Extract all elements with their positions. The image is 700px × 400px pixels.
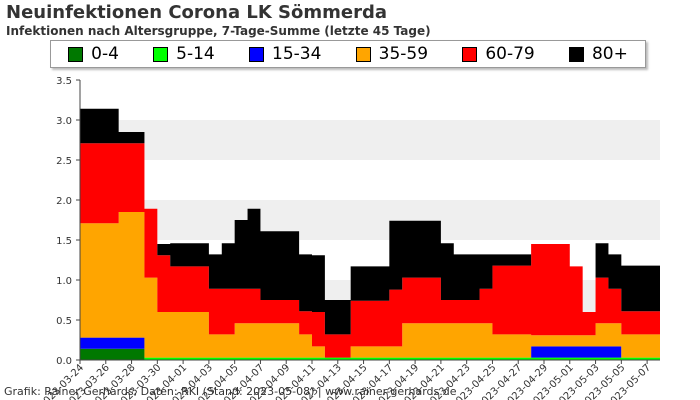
- legend-swatch: [568, 46, 584, 62]
- series-area-35-59: [80, 212, 660, 358]
- legend-swatch: [249, 46, 264, 62]
- legend-label: 35-59: [378, 44, 429, 64]
- legend-swatch: [153, 46, 169, 62]
- series-area-60-79: [80, 143, 660, 358]
- legend-label: 0-4: [91, 44, 119, 64]
- grid-band: [80, 120, 660, 160]
- series-area-0-4: [80, 348, 660, 360]
- y-tick-label: 2.0: [56, 196, 72, 207]
- legend-swatch: [462, 46, 478, 62]
- legend-item-60-79: 60-79: [462, 44, 535, 64]
- y-tick-label: 0.0: [56, 356, 72, 367]
- y-tick-label: 1.0: [56, 276, 72, 287]
- legend-label: 60-79: [485, 44, 535, 64]
- chart-title: Neuinfektionen Corona LK Sömmerda: [6, 2, 388, 23]
- legend-label: 5-14: [176, 44, 215, 64]
- grid-band: [80, 80, 660, 120]
- legend: 0-4 5-14 15-34 35-59 60-79 80+: [50, 40, 646, 68]
- series-area-15-34: [80, 337, 660, 358]
- series-area-5-14: [80, 348, 660, 360]
- axes: [79, 80, 660, 361]
- y-tick-label: 3.0: [56, 116, 72, 127]
- legend-label: 15-34: [272, 44, 322, 64]
- legend-swatch: [355, 46, 371, 62]
- legend-item-5-14: 5-14: [153, 44, 215, 64]
- chart-subtitle: Infektionen nach Altersgruppe, 7-Tage-Su…: [6, 24, 431, 38]
- legend-swatch: [68, 46, 84, 62]
- credit-text: Grafik: Rainer Gerhards, Daten: RKI (Sta…: [4, 385, 457, 398]
- grid-band: [80, 200, 660, 240]
- y-tick-label: 0.5: [56, 316, 72, 327]
- legend-item-15-34: 15-34: [249, 44, 321, 64]
- legend-item-0-4: 0-4: [68, 44, 119, 64]
- grid-band: [80, 160, 660, 200]
- y-axis-ticks: 0.0 0.5 1.0 1.5 2.0 2.5 3.0 3.5: [56, 76, 80, 367]
- legend-label: 80+: [591, 44, 628, 64]
- series-area-80+: [80, 108, 660, 335]
- series-areas: [80, 108, 660, 360]
- y-tick-label: 1.5: [56, 236, 72, 247]
- y-tick-label: 2.5: [56, 156, 72, 167]
- y-tick-label: 3.5: [56, 76, 72, 87]
- legend-item-35-59: 35-59: [355, 44, 429, 64]
- legend-item-80+: 80+: [568, 44, 628, 64]
